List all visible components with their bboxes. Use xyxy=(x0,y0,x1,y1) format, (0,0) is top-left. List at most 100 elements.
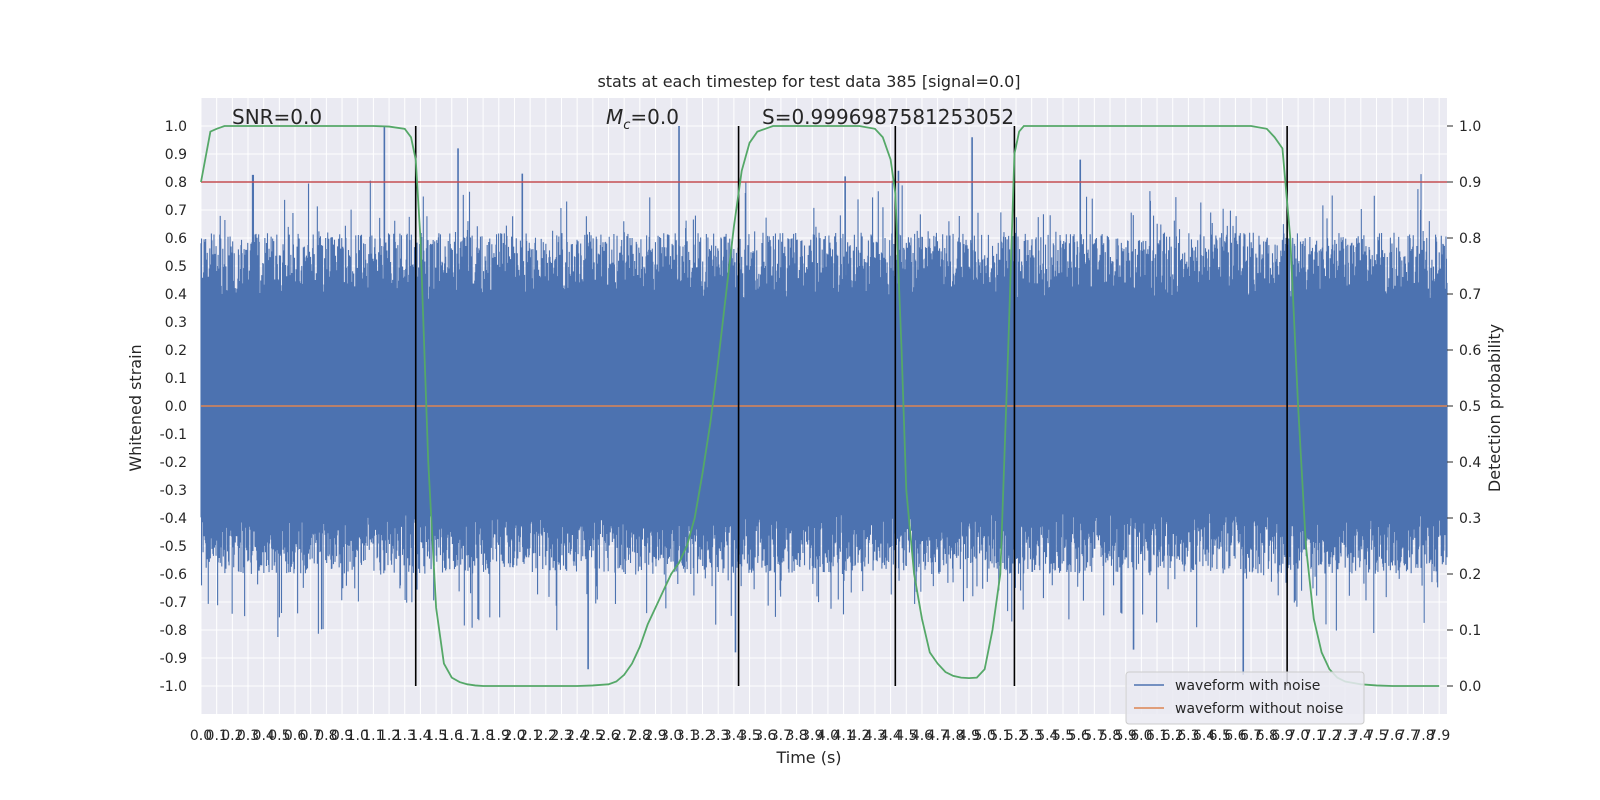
x-tick-label: 3.4 xyxy=(723,728,745,744)
x-tick-label: 6.7 xyxy=(1240,728,1262,744)
x-tick-label: 2.3 xyxy=(550,728,572,744)
y-tick-label: 0.5 xyxy=(165,259,187,275)
x-tick-label: 1.1 xyxy=(362,728,384,744)
x-tick-label: 1.6 xyxy=(441,728,463,744)
y-right-tick-label: 0.4 xyxy=(1459,455,1481,471)
x-tick-label: 0.2 xyxy=(221,728,243,744)
y-tick-label: -0.5 xyxy=(160,539,187,555)
y-tick-label: 0.7 xyxy=(165,203,187,219)
x-tick-label: 3.3 xyxy=(707,728,729,744)
x-tick-label: 7.7 xyxy=(1397,728,1419,744)
x-tick-label: 2.6 xyxy=(597,728,619,744)
x-tick-label: 6.6 xyxy=(1224,728,1246,744)
x-tick-label: 5.1 xyxy=(989,728,1011,744)
y-axis-label: Whitened strain xyxy=(126,344,145,471)
y-right-tick-label: 0.2 xyxy=(1459,567,1481,583)
mc-subscript: c xyxy=(623,118,630,133)
mc-value: =0.0 xyxy=(630,105,679,129)
x-tick-label: 5.5 xyxy=(1052,728,1074,744)
x-tick-label: 3.6 xyxy=(754,728,776,744)
x-tick-label: 0.8 xyxy=(315,728,337,744)
x-axis-ticks: 0.00.10.20.30.40.50.60.70.80.91.01.11.21… xyxy=(190,728,1450,744)
y-tick-label: -0.6 xyxy=(160,567,187,583)
y-tick-label: 0.6 xyxy=(165,231,187,247)
legend: waveform with noise waveform without noi… xyxy=(1125,671,1365,725)
y-right-tick-label: 0.3 xyxy=(1459,511,1481,527)
x-tick-label: 3.0 xyxy=(660,728,682,744)
y-tick-label: 0.0 xyxy=(165,399,187,415)
y-right-tick-label: 0.8 xyxy=(1459,231,1481,247)
y-right-tick-label: 0.9 xyxy=(1459,175,1481,191)
y-tick-label: 0.3 xyxy=(165,315,187,331)
y-right-tick-label: 0.0 xyxy=(1459,679,1481,695)
x-tick-label: 2.5 xyxy=(582,728,604,744)
y-tick-label: -0.7 xyxy=(160,595,187,611)
x-tick-label: 7.4 xyxy=(1350,728,1372,744)
x-tick-label: 5.0 xyxy=(974,728,996,744)
x-tick-label: 4.8 xyxy=(942,728,964,744)
y-tick-label: -0.4 xyxy=(160,511,187,527)
x-tick-label: 3.1 xyxy=(676,728,698,744)
x-tick-label: 3.2 xyxy=(691,728,713,744)
chart-title: stats at each timestep for test data 385… xyxy=(597,72,1020,91)
series-detection-probability xyxy=(200,125,1440,687)
x-tick-label: 1.8 xyxy=(472,728,494,744)
x-tick-label: 4.9 xyxy=(958,728,980,744)
x-tick-label: 4.1 xyxy=(832,728,854,744)
x-tick-label: 5.7 xyxy=(1083,728,1105,744)
x-tick-label: 0.4 xyxy=(253,728,275,744)
x-tick-label: 2.2 xyxy=(535,728,557,744)
x-tick-label: 0.0 xyxy=(190,728,212,744)
y-tick-label: 0.4 xyxy=(165,287,187,303)
x-tick-label: 5.2 xyxy=(1005,728,1027,744)
y-tick-label: 0.9 xyxy=(165,147,187,163)
x-tick-label: 4.0 xyxy=(817,728,839,744)
y-axis-ticks-right: 0.0 0.1 0.2 0.3 0.4 0.5 0.6 0.7 0.8 0.9 1.0 xyxy=(1447,119,1481,695)
x-tick-label: 3.5 xyxy=(738,728,760,744)
x-tick-label: 4.6 xyxy=(911,728,933,744)
x-tick-label: 4.3 xyxy=(864,728,886,744)
y-tick-label: -0.3 xyxy=(160,483,187,499)
x-tick-label: 1.9 xyxy=(488,728,510,744)
x-tick-label: 7.1 xyxy=(1303,728,1325,744)
x-tick-label: 0.7 xyxy=(300,728,322,744)
y-tick-label: 0.1 xyxy=(165,371,187,387)
x-tick-label: 7.6 xyxy=(1381,728,1403,744)
legend-label-waveform-with-noise: waveform with noise xyxy=(1175,678,1320,694)
x-tick-label: 1.2 xyxy=(378,728,400,744)
x-tick-label: 6.5 xyxy=(1209,728,1231,744)
x-tick-label: 5.4 xyxy=(1036,728,1058,744)
y-right-tick-label: 0.5 xyxy=(1459,399,1481,415)
y-right-tick-label: 1.0 xyxy=(1459,119,1481,135)
x-tick-label: 1.4 xyxy=(409,728,431,744)
y-tick-label: 0.8 xyxy=(165,175,187,191)
x-tick-label: 2.0 xyxy=(503,728,525,744)
x-tick-label: 3.8 xyxy=(785,728,807,744)
x-tick-label: 7.9 xyxy=(1428,728,1450,744)
y-right-tick-label: 0.7 xyxy=(1459,287,1481,303)
x-tick-label: 5.9 xyxy=(1115,728,1137,744)
x-tick-label: 7.8 xyxy=(1412,728,1434,744)
y-axis-label-right: Detection probability xyxy=(1485,324,1504,492)
x-tick-label: 3.7 xyxy=(770,728,792,744)
x-tick-label: 7.2 xyxy=(1318,728,1340,744)
y-tick-label: 0.2 xyxy=(165,343,187,359)
snr-annotation: SNR=0.0 xyxy=(232,105,322,129)
x-tick-label: 2.1 xyxy=(519,728,541,744)
x-tick-label: 1.0 xyxy=(347,728,369,744)
x-tick-label: 5.8 xyxy=(1099,728,1121,744)
y-tick-label: -0.8 xyxy=(160,623,187,639)
x-tick-label: 3.9 xyxy=(801,728,823,744)
x-tick-label: 6.2 xyxy=(1162,728,1184,744)
y-axis-ticks-left: -1.0 -0.9 -0.8 -0.7 -0.6 -0.5 -0.4 -0.3 -0.2 -0.1… xyxy=(160,119,187,695)
x-tick-label: 7.0 xyxy=(1287,728,1309,744)
x-tick-label: 6.0 xyxy=(1130,728,1152,744)
x-tick-label: 6.9 xyxy=(1271,728,1293,744)
y-tick-label: 1.0 xyxy=(165,119,187,135)
x-tick-label: 0.3 xyxy=(237,728,259,744)
x-tick-label: 6.8 xyxy=(1256,728,1278,744)
y-right-tick-label: 0.1 xyxy=(1459,623,1481,639)
x-tick-label: 1.7 xyxy=(456,728,478,744)
x-tick-label: 1.5 xyxy=(425,728,447,744)
